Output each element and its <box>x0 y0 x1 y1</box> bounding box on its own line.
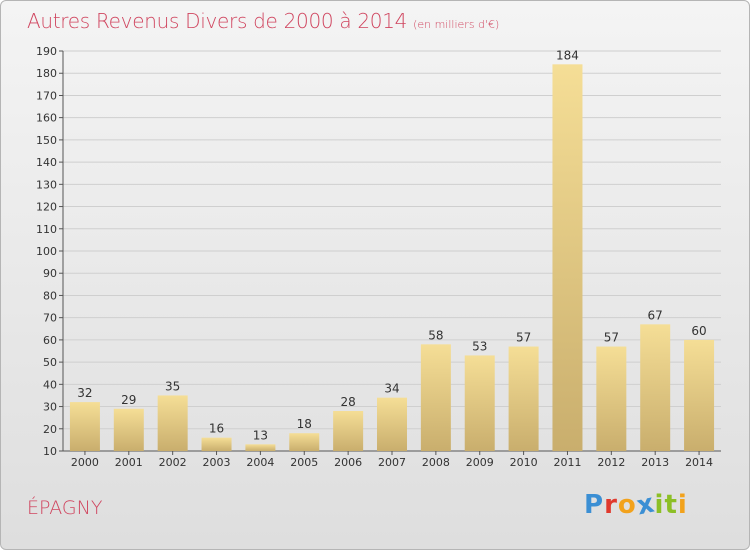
y-tick-label: 60 <box>43 334 57 347</box>
bar <box>684 339 715 451</box>
bar <box>157 395 188 451</box>
y-tick-label: 10 <box>43 445 57 458</box>
bar <box>69 402 100 451</box>
y-tick-label: 20 <box>43 423 57 436</box>
bar <box>508 346 539 451</box>
x-tick-label: 2003 <box>203 456 231 469</box>
x-tick-label: 2000 <box>71 456 99 469</box>
x-tick-label: 2006 <box>334 456 362 469</box>
data-label: 32 <box>77 386 92 400</box>
x-tick-label: 2014 <box>685 456 713 469</box>
y-tick-label: 120 <box>36 201 57 214</box>
x-tick-label: 2001 <box>115 456 143 469</box>
data-label: 28 <box>340 395 355 409</box>
logo-letter: i <box>654 490 665 520</box>
bars <box>69 64 715 452</box>
y-tick-label: 80 <box>43 289 57 302</box>
bar <box>420 344 451 451</box>
data-label: 67 <box>648 308 663 322</box>
y-tick-label: 150 <box>36 134 57 147</box>
y-tick-label: 160 <box>36 112 57 125</box>
chart-unit: (en milliers d'€) <box>413 18 500 31</box>
y-tick-label: 180 <box>36 67 57 80</box>
bar <box>333 411 364 451</box>
data-label: 35 <box>165 379 180 393</box>
data-label: 16 <box>209 422 224 436</box>
x-tick-label: 2007 <box>378 456 406 469</box>
y-tick-label: 190 <box>36 45 57 58</box>
x-tick-label: 2012 <box>597 456 625 469</box>
bar <box>552 64 583 452</box>
commune-name: ÉPAGNY <box>27 497 103 519</box>
data-label: 53 <box>472 339 487 353</box>
bar <box>596 346 627 451</box>
x-tick-label: 2004 <box>246 456 274 469</box>
y-tick-label: 140 <box>36 156 57 169</box>
y-tick-label: 70 <box>43 312 57 325</box>
logo-letter: r <box>604 490 618 520</box>
data-label: 58 <box>428 328 443 342</box>
x-tick-label: 2009 <box>466 456 494 469</box>
y-tick-label: 90 <box>43 267 57 280</box>
x-tick-label: 2002 <box>159 456 187 469</box>
x-tick-label: 2010 <box>510 456 538 469</box>
data-labels: 32 29 35 16 13 18 28 34 58 53 57 184 57 67 60 <box>77 48 706 442</box>
bar <box>640 324 671 451</box>
x-tick-label: 2005 <box>290 456 318 469</box>
data-label: 57 <box>516 331 531 345</box>
logo-letter: i <box>677 490 688 520</box>
data-label: 29 <box>121 393 136 407</box>
proxiti-logo[interactable]: Proxiti <box>584 488 688 521</box>
bar <box>464 355 495 451</box>
logo-letter: P <box>584 490 605 520</box>
x-tick-label: 2008 <box>422 456 450 469</box>
y-tick-label: 40 <box>43 378 57 391</box>
data-label: 34 <box>384 382 399 396</box>
axes: 10 20 30 40 50 60 70 80 90 100 110 120 130 140 150 160 1… <box>36 45 721 469</box>
y-tick-label: 100 <box>36 245 57 258</box>
data-label: 57 <box>604 331 619 345</box>
data-label: 184 <box>556 48 579 62</box>
bar <box>377 397 407 451</box>
bar <box>245 444 276 451</box>
y-tick-label: 30 <box>43 401 57 414</box>
y-tick-label: 110 <box>36 223 57 236</box>
x-tick-label: 2013 <box>641 456 669 469</box>
y-tick-label: 170 <box>36 89 57 102</box>
bar <box>289 433 320 451</box>
data-label: 60 <box>691 324 706 338</box>
bar <box>201 437 232 451</box>
y-tick-label: 50 <box>43 356 57 369</box>
chart-title-text: Autres Revenus Divers de 2000 à 2014 <box>27 9 408 33</box>
y-tick-label: 130 <box>36 178 57 191</box>
x-tick-label: 2011 <box>553 456 581 469</box>
logo-letter: t <box>664 490 678 520</box>
chart-title: Autres Revenus Divers de 2000 à 2014 (en … <box>27 9 499 33</box>
data-label: 13 <box>253 428 268 442</box>
bar <box>113 408 144 451</box>
data-label: 18 <box>297 417 312 431</box>
logo-letter: o <box>617 490 637 520</box>
